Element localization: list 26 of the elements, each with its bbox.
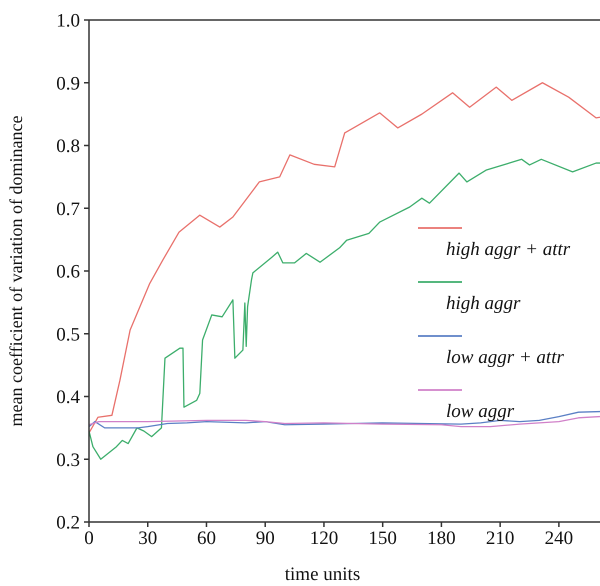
y-tick-label: 0.4	[56, 387, 80, 408]
line-series	[88, 82, 600, 434]
x-tick-label: 240	[544, 528, 574, 549]
y-tick-label: 0.5	[56, 324, 80, 346]
x-tick-label: 210	[486, 528, 514, 549]
x-tick-label: 30	[138, 528, 158, 549]
y-tick-label: 0.8	[56, 136, 80, 158]
x-tick-label: 60	[196, 528, 216, 549]
y-tick-label: 0.9	[56, 73, 80, 94]
legend-label: low aggr + attr	[446, 347, 564, 368]
legend-label: high aggr	[446, 293, 522, 314]
legend-label: high aggr + attr	[446, 239, 571, 260]
x-tick-label: 150	[368, 528, 397, 549]
x-tick-label: 120	[310, 528, 338, 549]
x-tick-label: 0	[84, 528, 94, 549]
line-series	[88, 158, 600, 460]
y-tick-label: 0.2	[56, 512, 80, 534]
y-tick-label: 0.6	[56, 262, 80, 283]
y-tick-label: 1.0	[56, 10, 80, 32]
y-axis-title: mean coefficient of variation of dominance	[6, 115, 26, 427]
y-tick-label: 0.7	[56, 198, 80, 220]
legend-label: low aggr	[446, 401, 515, 422]
x-axis-title: time units	[284, 564, 360, 585]
x-tick-label: 180	[427, 528, 456, 549]
y-tick-label: 0.3	[56, 450, 80, 471]
x-tick-label: 90	[256, 528, 275, 549]
